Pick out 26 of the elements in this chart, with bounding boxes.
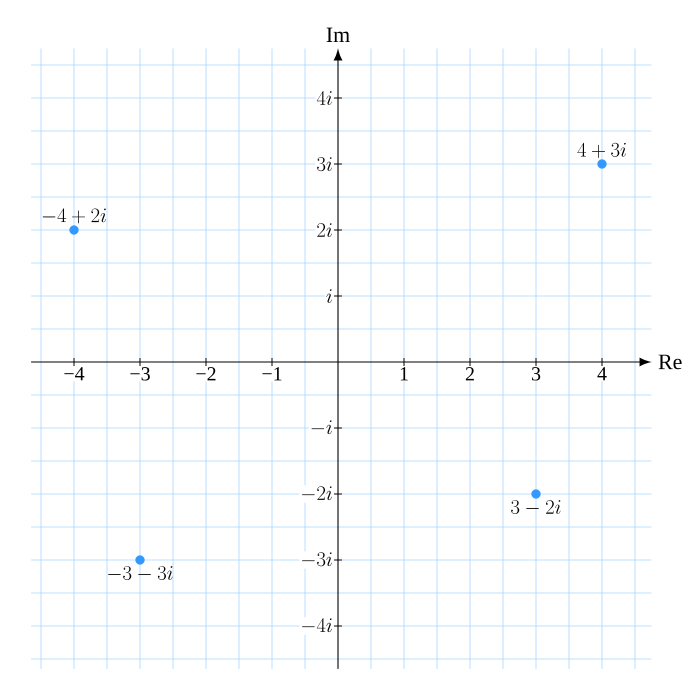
x-tick-label: 3 bbox=[532, 367, 540, 381]
annotation: $-4+2i$ bbox=[42, 208, 106, 224]
x-tick-label: −4 bbox=[64, 367, 84, 380]
x-tick-label: −1 bbox=[262, 367, 282, 380]
x-tick-label: 4 bbox=[597, 367, 607, 380]
y-tick-label: $-4i$ bbox=[302, 618, 332, 632]
x-tick-label: −2 bbox=[196, 367, 216, 380]
point bbox=[531, 489, 541, 499]
x-tick-label: 2 bbox=[466, 367, 474, 380]
y-tick-label: $2i$ bbox=[317, 223, 332, 237]
y-tick-label: $-3i$ bbox=[302, 552, 332, 566]
annotation: $-3-3i$ bbox=[108, 566, 173, 580]
y-tick-label: $4i$ bbox=[316, 90, 332, 105]
y-tick-label: $3i$ bbox=[317, 157, 332, 172]
y-tick-label: $i$ bbox=[326, 289, 332, 303]
point bbox=[69, 225, 79, 235]
x-tick-label: −3 bbox=[130, 367, 150, 381]
annotation: $4+3i$ bbox=[577, 142, 626, 158]
x-tick-label: 1 bbox=[400, 367, 408, 380]
point bbox=[597, 159, 607, 169]
annotation: $3-2i$ bbox=[511, 500, 561, 514]
point bbox=[135, 555, 145, 565]
y-tick-label: $-2i$ bbox=[302, 486, 332, 500]
y-tick-label: $-i$ bbox=[312, 420, 332, 434]
y-axis-title: Im bbox=[326, 28, 350, 42]
x-axis-title: Re bbox=[658, 354, 682, 370]
